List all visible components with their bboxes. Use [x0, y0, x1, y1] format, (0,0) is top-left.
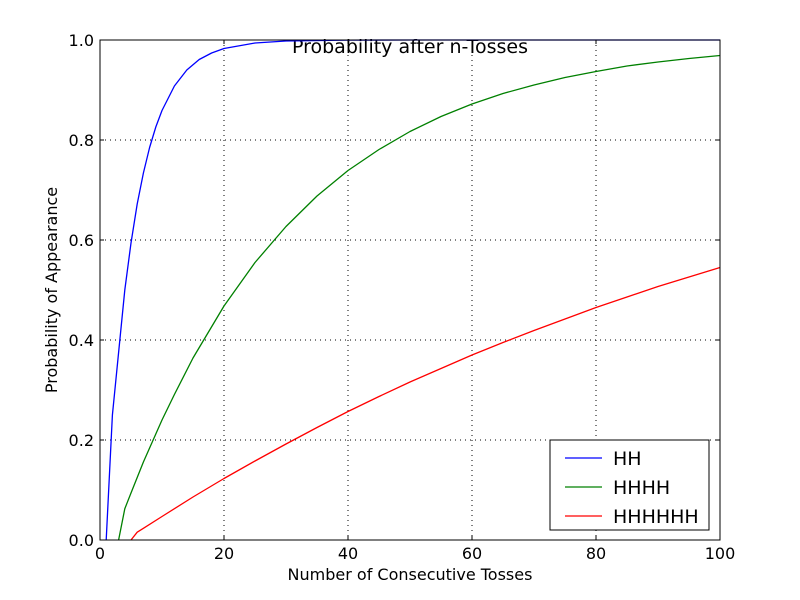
x-tick-label: 80: [586, 544, 606, 563]
legend: HH HHHH HHHHHH: [549, 439, 710, 531]
x-tick-label: 40: [338, 544, 358, 563]
x-axis-label: Number of Consecutive Tosses: [288, 565, 533, 584]
axis-ticks: [99, 39, 721, 541]
series-line-hhhh: [117, 54, 721, 541]
legend-label-hhhhhh: HHHHHH: [613, 506, 699, 528]
legend-label-hhhh: HHHH: [613, 477, 670, 499]
x-tick-label: 100: [705, 544, 736, 563]
y-tick-label: 0.8: [69, 131, 94, 150]
y-tick-label: 0.0: [69, 531, 94, 550]
x-tick-label: 20: [214, 544, 234, 563]
y-tick-labels: 0.0 0.2 0.4 0.6 0.8 1.0: [69, 31, 94, 550]
y-axis-label: Probability of Appearance: [42, 187, 61, 393]
legend-label-hh: HH: [613, 448, 642, 470]
y-tick-label: 0.4: [69, 331, 94, 350]
y-tick-label: 0.6: [69, 231, 94, 250]
plot-area-frame: [99, 39, 721, 541]
x-tick-label: 60: [462, 544, 482, 563]
series-line-hhhhhh: [130, 266, 721, 541]
y-tick-label: 0.2: [69, 431, 94, 450]
x-tick-labels: 0 20 40 60 80 100: [95, 544, 735, 563]
chart-title: Probability after n-Tosses: [292, 36, 528, 58]
legend-box: [549, 439, 710, 531]
y-tick-label: 1.0: [69, 31, 94, 50]
x-tick-label: 0: [95, 544, 105, 563]
